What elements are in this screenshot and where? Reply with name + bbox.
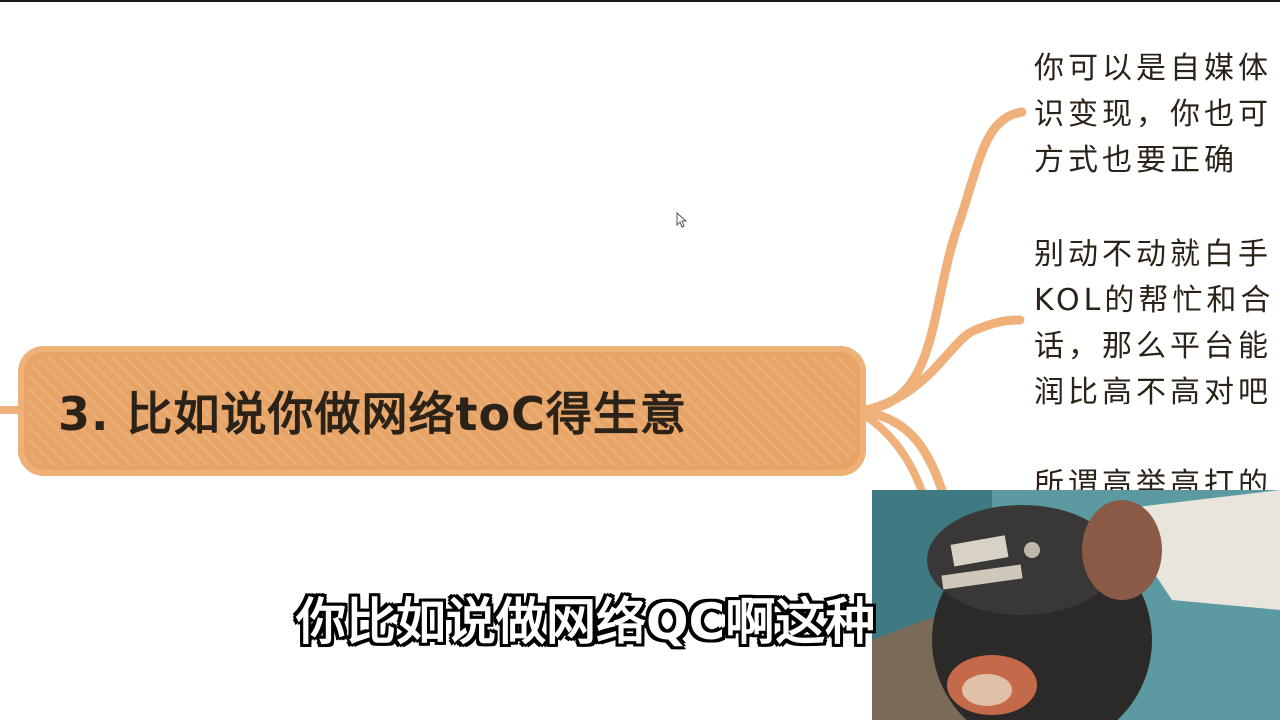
branch-1-line: 你可以是自媒体 [1034, 51, 1272, 86]
branch-node-2[interactable]: 别动不动就白手 KOL的帮忙和合 话，那么平台能 润比高不高对吧 [1034, 232, 1280, 416]
top-border-line [0, 0, 1280, 2]
mouse-pointer-icon [676, 212, 688, 228]
node-texture [28, 356, 856, 466]
main-topic-title: 3. 比如说你做网络toC得生意 [58, 387, 687, 441]
branch-2-line: KOL的帮忙和合 [1034, 283, 1275, 318]
connector-branch-1 [861, 107, 1027, 415]
video-subtitle: 你比如说做网络QC啊这种 [296, 593, 876, 651]
branch-node-1[interactable]: 你可以是自媒体 识变现，你也可 方式也要正确 [1034, 46, 1280, 184]
connector-branch-2 [861, 315, 1025, 415]
connector-branch-3 [861, 407, 950, 505]
branch-1-line: 方式也要正确 [1034, 143, 1238, 178]
branch-2-line: 别动不动就白手 [1034, 237, 1272, 272]
connector-branch-4 [862, 412, 929, 504]
branch-2-line: 话，那么平台能 [1034, 329, 1272, 364]
main-topic-node[interactable] [18, 346, 866, 476]
presenter-video-image [872, 490, 1280, 720]
branch-2-line: 润比高不高对吧 [1034, 375, 1272, 410]
webcam-overlay [872, 490, 1280, 720]
branch-1-line: 识变现，你也可 [1034, 97, 1272, 132]
